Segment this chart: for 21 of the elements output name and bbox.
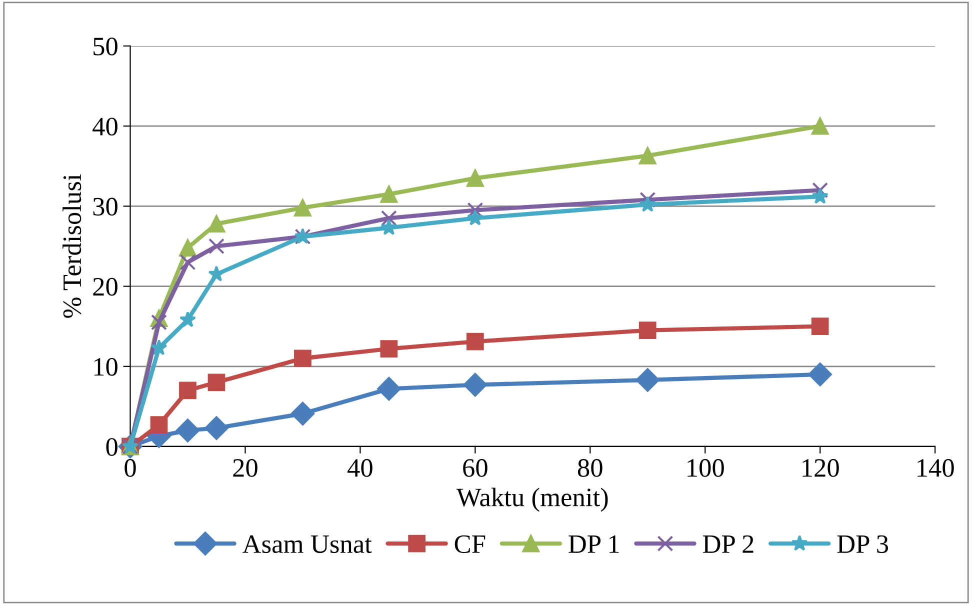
x-tick-label: 100 [688, 459, 724, 477]
legend-label: Asam Usnat [242, 535, 372, 554]
legend-label: DP 3 [837, 535, 888, 554]
legend-label: DP 1 [568, 535, 619, 553]
x-tick-label: 40 [348, 459, 372, 477]
y-tick-label: 40 [92, 118, 118, 136]
legend-label: CF [454, 535, 486, 554]
x-tick-label: 60 [463, 459, 488, 477]
x-tick-label: 20 [233, 459, 258, 477]
x-tick-label: 0 [124, 459, 136, 477]
legend-label: DP 2 [702, 535, 754, 553]
x-tick-label: 140 [918, 459, 954, 477]
y-tick-label: 30 [93, 198, 118, 216]
y-tick-label: 20 [93, 278, 118, 296]
x-tick-label: 80 [578, 459, 602, 477]
y-tick-label: 50 [94, 38, 118, 56]
y-tick-label: 10 [94, 358, 118, 376]
x-axis-title: Waktu (menit) [456, 488, 608, 512]
x-tick-label: 120 [802, 459, 839, 477]
y-axis-title: % Terdisolusi [62, 174, 82, 318]
y-tick-label: 0 [106, 438, 118, 456]
